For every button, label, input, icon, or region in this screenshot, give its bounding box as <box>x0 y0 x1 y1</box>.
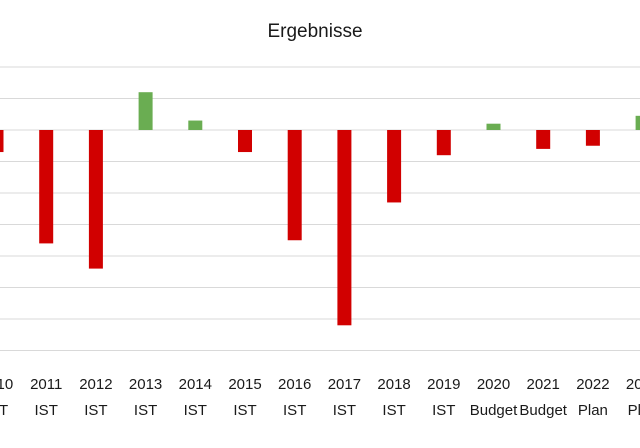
x-tick-kind-2020: Budget <box>470 402 518 419</box>
x-tick-year-2019: 2019 <box>427 376 460 393</box>
x-tick-kind-2019: IST <box>432 402 455 419</box>
bar-2018 <box>387 130 402 203</box>
bar-2012 <box>88 130 103 269</box>
x-tick-year-2017: 2017 <box>328 376 361 393</box>
x-tick-kind-2013: IST <box>134 402 157 419</box>
x-tick-year-2020: 2020 <box>477 376 510 393</box>
bar-2011 <box>39 130 54 244</box>
bar-2010 <box>0 130 4 153</box>
bar-2021 <box>536 130 551 149</box>
x-tick-kind-2021: Budget <box>519 402 567 419</box>
bar-2022 <box>585 130 600 146</box>
bar-2016 <box>287 130 302 241</box>
gridlines <box>0 66 640 351</box>
x-tick-year-2016: 2016 <box>278 376 311 393</box>
x-tick-year-2011: 2011 <box>30 376 62 393</box>
x-tick-kind-2014: IST <box>184 402 207 419</box>
chart-title: Ergebnisse <box>267 21 362 42</box>
x-axis-labels: 2010 IST 2011 IST 2012 IST 2013 IST 2014 IST 2015 I… <box>0 376 640 419</box>
bar-2013 <box>138 92 153 130</box>
x-tick-kind-2011: IST <box>35 402 58 419</box>
bar-2019 <box>436 130 451 156</box>
x-tick-year-2018: 2018 <box>377 376 410 393</box>
bar-2020 <box>486 123 501 130</box>
x-tick-year-2023: 2023 <box>626 376 640 393</box>
x-tick-kind-2010: IST <box>0 402 8 419</box>
x-tick-year-2010: 2010 <box>0 376 13 393</box>
bar-2017 <box>337 130 352 326</box>
x-tick-kind-2022: Plan <box>578 402 608 419</box>
x-tick-kind-2017: IST <box>333 402 356 419</box>
bar-2023 <box>635 115 640 130</box>
x-tick-year-2012: 2012 <box>79 376 112 393</box>
x-tick-kind-2018: IST <box>382 402 405 419</box>
x-tick-year-2022: 2022 <box>576 376 609 393</box>
bars <box>0 92 640 326</box>
x-tick-kind-2012: IST <box>84 402 107 419</box>
x-tick-year-2014: 2014 <box>179 376 212 393</box>
x-tick-kind-2023: Plan <box>628 402 640 419</box>
x-tick-kind-2016: IST <box>283 402 306 419</box>
x-tick-year-2015: 2015 <box>228 376 261 393</box>
x-tick-year-2021: 2021 <box>527 376 560 393</box>
x-tick-kind-2015: IST <box>233 402 256 419</box>
x-tick-year-2013: 2013 <box>129 376 162 393</box>
bar-2014 <box>188 120 203 130</box>
bar-2015 <box>238 130 252 153</box>
